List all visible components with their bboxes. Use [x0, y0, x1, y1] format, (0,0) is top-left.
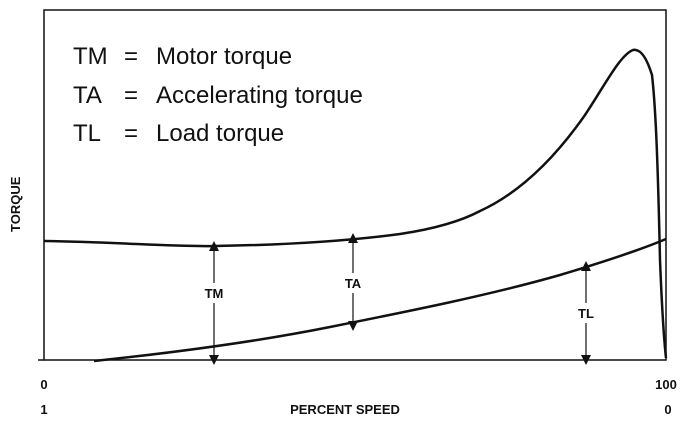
legend-abbr-ta: TA: [73, 82, 102, 109]
x-speed-tick-100: 100: [655, 377, 677, 392]
motor-torque-curve: [43, 48, 668, 359]
legend-text-tl: Load torque: [156, 120, 284, 147]
legend-text-tm: Motor torque: [156, 43, 292, 70]
legend-abbr-tm: TM: [73, 43, 108, 70]
ta-label-bg: [339, 273, 367, 293]
legend-eq-ta: =: [124, 82, 138, 109]
legend-eq-tm: =: [124, 43, 138, 70]
tm-label: TM: [205, 286, 224, 301]
x-axis-label: PERCENT SPEED: [290, 402, 400, 417]
tm-label-bg: [199, 283, 229, 303]
plot-frame: [43, 9, 667, 361]
legend: TM = Motor torque TA = Accelerating torq…: [73, 43, 363, 147]
x-slip-tick-1: 1: [40, 402, 47, 417]
load-torque-curve: [93, 237, 667, 363]
legend-abbr-tl: TL: [73, 120, 101, 147]
x-slip-tick-0: 0: [664, 402, 671, 417]
y-axis-label: TORQUE: [8, 176, 23, 232]
tl-label-bg: [573, 303, 599, 323]
ta-label: TA: [345, 276, 362, 291]
tl-label: TL: [578, 306, 594, 321]
legend-text-ta: Accelerating torque: [156, 82, 363, 109]
x-speed-tick-0: 0: [40, 377, 47, 392]
legend-eq-tl: =: [124, 120, 138, 147]
